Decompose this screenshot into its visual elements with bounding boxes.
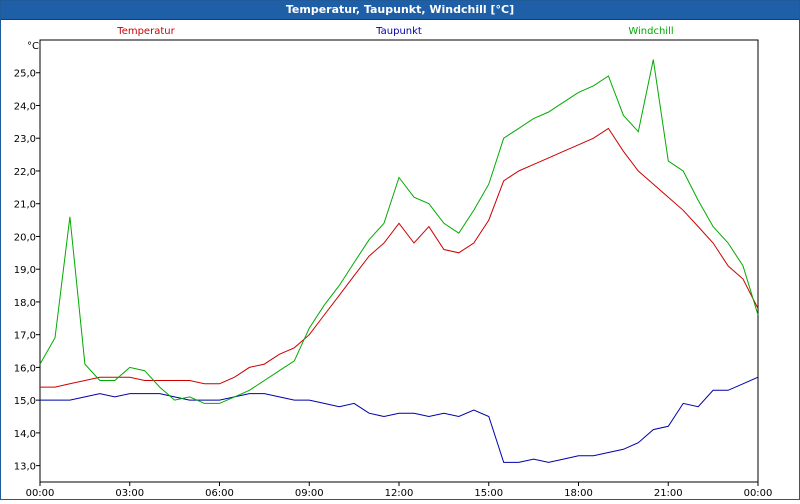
y-tick-label: 24,0 xyxy=(14,101,36,112)
x-tick-time-label: 18:00 xyxy=(564,488,593,499)
x-tick-time-label: 00:00 xyxy=(26,488,55,499)
axes: 13,0 14,0 15,0 16,0 17,0 18,0 19,0 20,0 21,0 22,0… xyxy=(14,39,780,504)
legend-entry-windchill: Windchill xyxy=(628,26,673,37)
y-axis-unit-label: °C xyxy=(27,41,39,52)
y-tick-label: 19,0 xyxy=(14,265,36,276)
plot-frame xyxy=(39,39,759,483)
x-tick-time-label: 15:00 xyxy=(474,488,503,499)
y-tick-label: 23,0 xyxy=(14,134,36,145)
y-tick-label: 17,0 xyxy=(14,331,36,342)
y-tick-label: 15,0 xyxy=(14,396,36,407)
y-tick-label: 14,0 xyxy=(14,429,36,440)
y-tick-label: 20,0 xyxy=(14,232,36,243)
legend-entry-taupunkt: Taupunkt xyxy=(375,26,422,37)
legend-entry-temperatur: Temperatur xyxy=(116,26,175,37)
y-tick-label: 18,0 xyxy=(14,298,36,309)
y-tick-label: 21,0 xyxy=(14,200,36,211)
series-line-temperatur xyxy=(40,127,759,388)
window-title: Temperatur, Taupunkt, Windchill [°C] xyxy=(1,1,799,20)
x-tick-time-label: 12:00 xyxy=(385,488,414,499)
series-line-taupunkt xyxy=(40,376,759,463)
legend: Temperatur Taupunkt Windchill xyxy=(116,26,673,37)
y-tick-label: 13,0 xyxy=(14,462,36,473)
series-lines xyxy=(39,59,759,463)
line-chart: 13,0 14,0 15,0 16,0 17,0 18,0 19,0 20,0 21,0 22,0… xyxy=(14,26,781,504)
x-tick-time-label: 03:00 xyxy=(115,488,144,499)
x-tick-time-label: 21:00 xyxy=(654,488,683,499)
y-tick-label: 22,0 xyxy=(14,167,36,178)
series-line-windchill xyxy=(39,59,759,404)
y-tick-label: 25,0 xyxy=(14,69,36,80)
x-tick-time-label: 06:00 xyxy=(205,488,234,499)
x-tick-time-label: 00:00 xyxy=(744,488,773,499)
x-tick-time-label: 09:00 xyxy=(295,488,324,499)
y-tick-label: 16,0 xyxy=(14,363,36,374)
